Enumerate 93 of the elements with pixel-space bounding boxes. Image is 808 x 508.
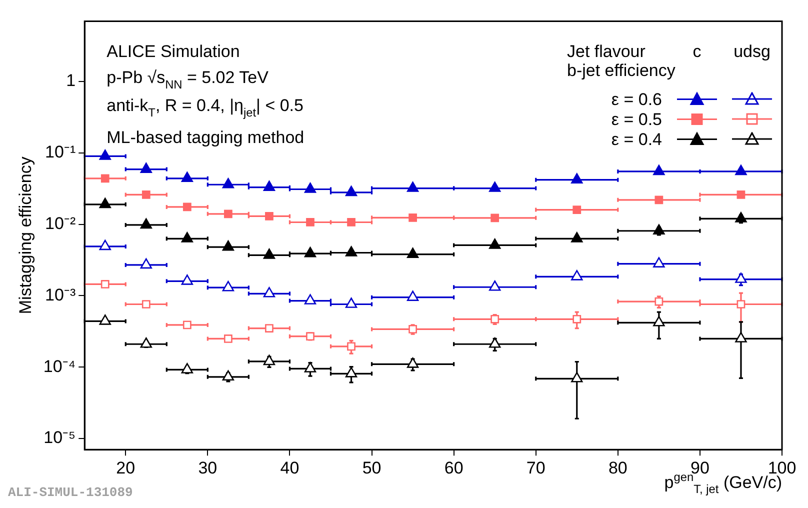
point <box>140 258 152 269</box>
x-tick-label: 70 <box>526 458 546 478</box>
y-tick-label: 10⁻⁴ <box>43 356 76 376</box>
point <box>406 182 419 192</box>
point <box>140 337 152 348</box>
point <box>347 342 356 351</box>
point <box>571 232 583 242</box>
point <box>222 280 234 292</box>
point <box>347 218 356 226</box>
y-tick-label: 10⁻³ <box>45 285 76 304</box>
y-axis-title: Mistagging efficiency <box>16 156 35 314</box>
point <box>345 367 358 378</box>
point <box>488 280 501 291</box>
point <box>654 196 664 204</box>
text: ALI-SIMUL-131089 <box>8 485 134 500</box>
point <box>653 164 665 176</box>
point <box>99 198 111 208</box>
point <box>488 182 501 192</box>
point <box>572 206 582 214</box>
point <box>182 320 192 330</box>
point <box>571 372 583 382</box>
point <box>222 178 234 188</box>
x-tick-label: 60 <box>444 458 464 478</box>
point <box>142 300 150 308</box>
point <box>572 314 582 324</box>
point <box>224 210 232 218</box>
point <box>222 370 234 381</box>
point <box>654 297 664 306</box>
point <box>345 246 358 256</box>
legend-title: Jet flavour <box>567 42 646 62</box>
point <box>99 240 111 250</box>
y-tick-label: 10⁻⁵ <box>44 428 76 448</box>
point <box>142 190 150 199</box>
point <box>263 286 276 298</box>
y-tick-label: 1 <box>66 71 76 90</box>
point <box>99 150 111 160</box>
legend-label: ε = 0.5 <box>611 110 662 130</box>
x-tick-label: 80 <box>608 458 628 478</box>
point <box>100 280 110 288</box>
point <box>99 314 111 325</box>
point <box>345 298 358 308</box>
point <box>265 212 274 220</box>
point <box>406 358 419 368</box>
point <box>304 246 316 258</box>
point <box>653 316 665 326</box>
point <box>304 182 316 193</box>
y-tick-label: 10⁻² <box>45 214 76 234</box>
point <box>735 332 747 342</box>
point <box>306 218 314 226</box>
point <box>304 362 316 372</box>
point <box>571 173 583 184</box>
point <box>488 238 501 249</box>
y-tick-label: 10⁻¹ <box>45 142 76 162</box>
point <box>571 270 583 280</box>
annotation: c <box>692 42 702 62</box>
point <box>735 272 747 283</box>
annotation: ML-based tagging method <box>106 128 304 148</box>
point <box>263 180 276 191</box>
point <box>653 224 665 235</box>
point <box>263 248 276 259</box>
point <box>181 232 194 242</box>
point <box>408 213 417 222</box>
point <box>653 257 665 268</box>
point <box>735 212 747 222</box>
point <box>181 363 194 374</box>
point <box>345 186 358 196</box>
point <box>140 162 152 173</box>
point <box>406 248 419 258</box>
legend-label: ε = 0.4 <box>611 130 662 150</box>
legend-label: ε = 0.6 <box>611 90 662 110</box>
annotation: b-jet efficiency <box>567 61 676 80</box>
point <box>181 172 194 182</box>
point <box>265 324 274 332</box>
x-tick-label: 40 <box>280 458 300 478</box>
point <box>222 240 234 251</box>
point <box>735 164 747 176</box>
point <box>490 214 500 222</box>
point <box>224 334 232 343</box>
point <box>488 337 501 348</box>
point <box>140 218 152 229</box>
x-tick-label: 20 <box>116 458 136 478</box>
point <box>181 274 194 285</box>
point <box>263 354 276 366</box>
annotation: udsg <box>734 42 770 62</box>
point <box>736 300 746 308</box>
annotation: ALICE Simulation <box>106 42 240 62</box>
point <box>100 174 110 183</box>
point <box>736 190 746 199</box>
x-tick-label: 30 <box>198 458 218 478</box>
x-tick-label: 50 <box>362 458 382 478</box>
point <box>182 202 192 212</box>
point <box>406 290 419 301</box>
point <box>304 294 316 304</box>
